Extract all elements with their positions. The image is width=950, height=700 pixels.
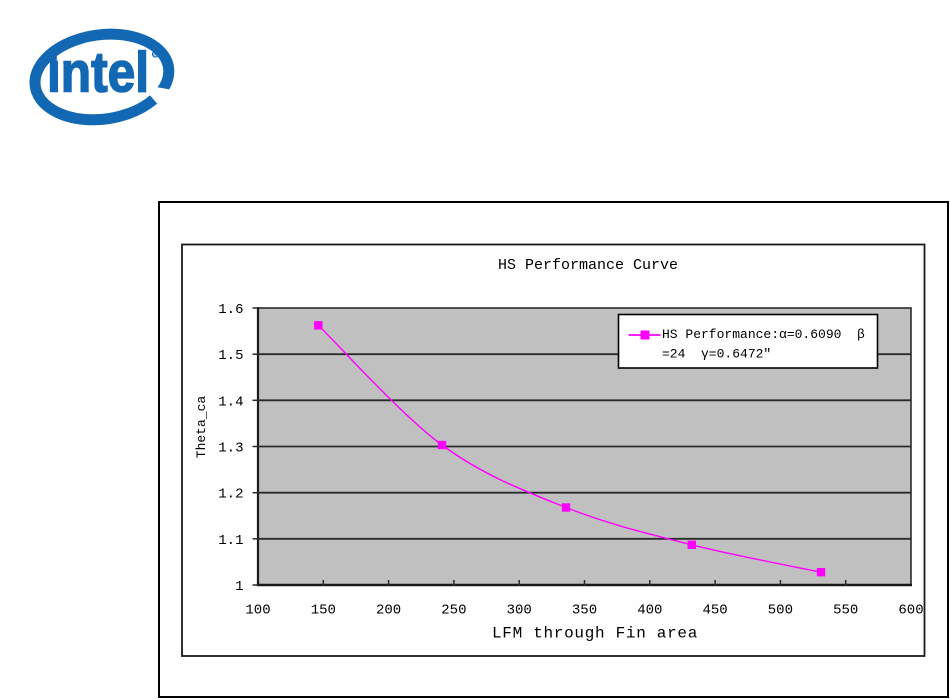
- svg-text:350: 350: [572, 603, 597, 619]
- svg-text:Theta_ca: Theta_ca: [194, 396, 209, 459]
- svg-text:550: 550: [833, 603, 858, 619]
- svg-text:250: 250: [441, 603, 466, 619]
- svg-text:HS Performance Curve: HS Performance Curve: [498, 257, 678, 274]
- svg-text:1.4: 1.4: [218, 394, 243, 410]
- svg-text:600: 600: [898, 603, 923, 619]
- svg-text:1.2: 1.2: [218, 487, 243, 503]
- svg-text:LFM through Fin area: LFM through Fin area: [492, 625, 698, 643]
- svg-text:150: 150: [311, 603, 336, 619]
- svg-text:500: 500: [768, 603, 793, 619]
- svg-text:200: 200: [376, 603, 401, 619]
- svg-text:450: 450: [702, 603, 727, 619]
- svg-text:=24 γ=0.6472″: =24 γ=0.6472″: [662, 347, 771, 362]
- svg-text:ıntel: ıntel: [47, 41, 149, 105]
- svg-text:1.5: 1.5: [218, 348, 243, 364]
- svg-text:HS Performance:α=0.6090 β: HS Performance:α=0.6090 β: [662, 327, 865, 342]
- svg-text:1.3: 1.3: [218, 441, 243, 457]
- svg-text:400: 400: [637, 603, 662, 619]
- svg-text:100: 100: [245, 603, 270, 619]
- svg-text:R: R: [153, 52, 157, 58]
- svg-text:1: 1: [235, 579, 243, 595]
- svg-text:300: 300: [507, 603, 532, 619]
- svg-text:1.6: 1.6: [218, 302, 243, 318]
- svg-text:1.1: 1.1: [218, 533, 243, 549]
